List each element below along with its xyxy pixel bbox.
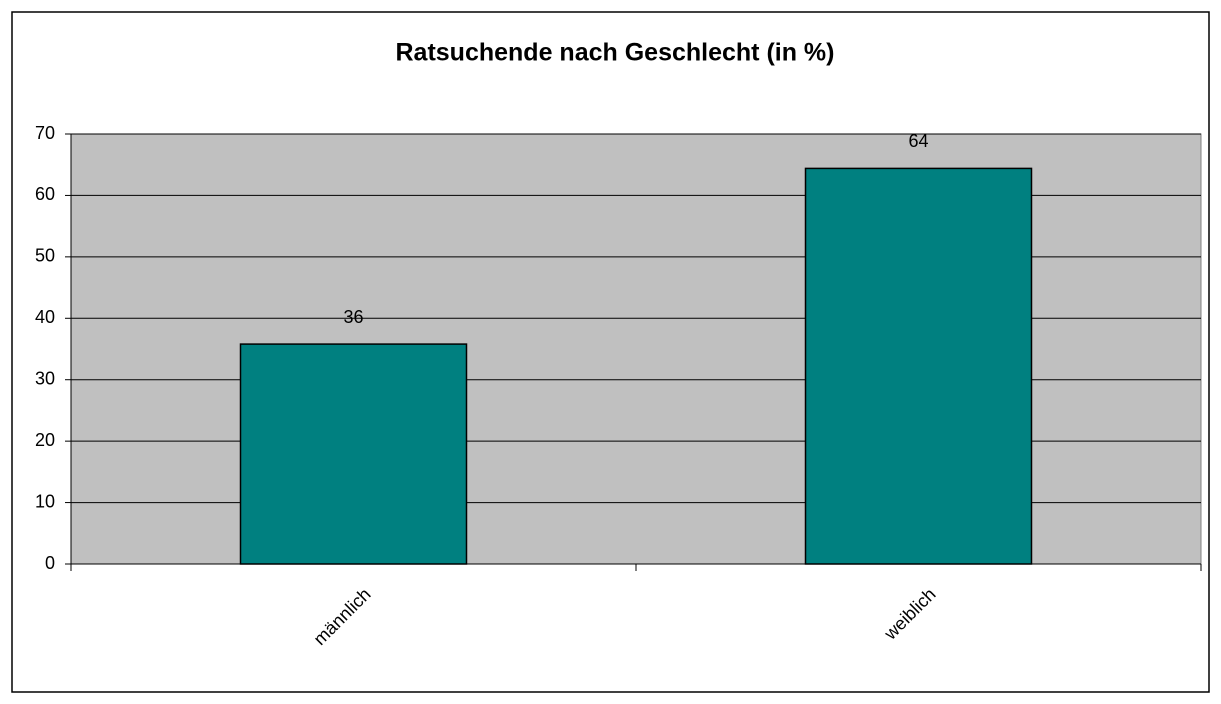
bar bbox=[239, 343, 468, 565]
y-tick-label: 40 bbox=[35, 307, 55, 327]
y-tick-label: 50 bbox=[35, 246, 55, 266]
y-tick-label: 70 bbox=[35, 123, 55, 143]
y-tick-label: 20 bbox=[35, 430, 55, 450]
chart-title: Ratsuchende nach Geschlecht (in %) bbox=[396, 39, 835, 67]
data-label: 64 bbox=[908, 131, 928, 151]
y-tick-label: 0 bbox=[45, 553, 55, 573]
y-tick-label: 10 bbox=[35, 491, 55, 511]
y-tick-label: 30 bbox=[35, 368, 55, 388]
y-tick-label: 60 bbox=[35, 184, 55, 204]
data-label: 36 bbox=[343, 307, 363, 327]
bar bbox=[804, 167, 1033, 565]
